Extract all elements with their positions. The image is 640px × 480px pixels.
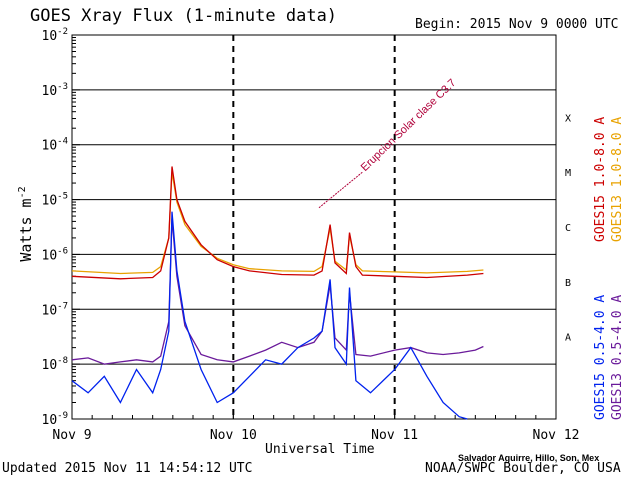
- x-tick-label: Nov 12: [533, 428, 580, 443]
- y-tick-label: 10-5: [42, 192, 69, 209]
- x-tick-label: Nov 11: [371, 428, 418, 443]
- footer-credit: Salvador Aguirre, Hillo, Son, Mex: [458, 453, 600, 463]
- y-axis-label-text: Watts m: [17, 198, 35, 262]
- annotation-leader: [318, 171, 364, 209]
- x-tick-label: Nov 10: [210, 428, 257, 443]
- footer-updated: Updated 2015 Nov 11 14:54:12 UTC: [2, 461, 253, 476]
- flare-class-label: A: [565, 333, 571, 344]
- y-tick-label: 10-3: [42, 82, 69, 99]
- legend-goes13-short: GOES13 0.5-4.0 A: [610, 294, 625, 420]
- flare-class-label: M: [565, 168, 571, 179]
- y-tick-label: 10-6: [42, 246, 69, 263]
- legend-goes13-long: GOES13 1.0-8.0 A: [610, 116, 625, 242]
- series-line-1: [71, 171, 484, 275]
- series-line-0: [71, 166, 484, 280]
- legend-goes15-short: GOES15 0.5-4.0 A: [593, 294, 608, 420]
- y-tick-label: 10-4: [42, 137, 69, 154]
- y-tick-label: 10-2: [42, 27, 69, 44]
- series-line-3: [71, 218, 484, 365]
- y-tick-label: 10-9: [42, 411, 69, 428]
- x-tick-label: Nov 9: [52, 428, 91, 443]
- y-axis-label: Watts m-2: [17, 184, 35, 264]
- annotation-text: Erupcion Solar clase C3.7: [359, 77, 459, 174]
- y-tick-label: 10-7: [42, 301, 69, 318]
- legend-goes15-long: GOES15 1.0-8.0 A: [593, 116, 608, 242]
- series-line-2: [71, 211, 468, 420]
- chart-title: GOES Xray Flux (1-minute data): [30, 6, 338, 26]
- series-group: [71, 166, 484, 420]
- grid: [71, 34, 557, 420]
- begin-label: Begin: 2015 Nov 9 0000 UTC: [415, 17, 619, 32]
- x-axis-label: Universal Time: [265, 442, 375, 457]
- flare-class-label: X: [565, 113, 571, 124]
- footer-source: NOAA/SWPC Boulder, CO USA: [425, 461, 621, 476]
- flare-class-label: C: [565, 223, 571, 234]
- y-axis-label-sup: -2: [17, 186, 28, 199]
- flare-class-label: B: [565, 278, 571, 289]
- y-tick-label: 10-8: [42, 356, 69, 373]
